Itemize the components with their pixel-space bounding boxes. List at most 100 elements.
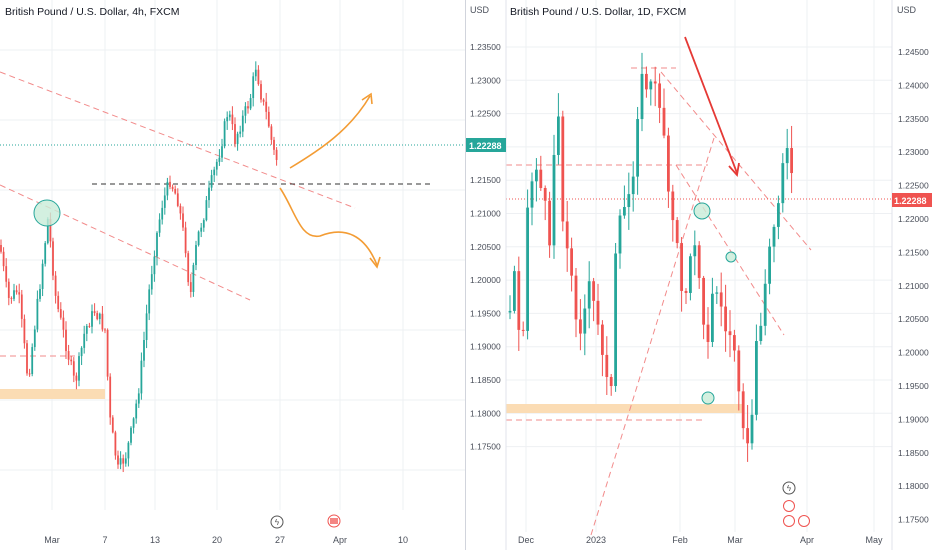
candle-body [171, 186, 174, 189]
us-flag-icon[interactable] [798, 515, 810, 527]
candle-body [130, 427, 132, 443]
candle-body [119, 458, 122, 465]
candle-body [746, 428, 749, 444]
candle-body [653, 81, 657, 84]
candle-body [213, 169, 216, 176]
candle-body [114, 432, 117, 456]
candle-body [28, 373, 31, 375]
candle-body [614, 253, 617, 387]
price-tick-right: 1.18500 [898, 448, 929, 458]
candle-body [5, 266, 8, 282]
price-tick-right: 1.20000 [898, 348, 929, 358]
candle-body [169, 181, 171, 187]
candle-body [715, 292, 719, 294]
candle-body [122, 458, 125, 464]
trend-arrow [684, 36, 740, 178]
price-tick-left: 1.21500 [470, 175, 501, 185]
candle-body [241, 115, 244, 132]
x-tick-label: May [865, 535, 883, 545]
candle-body [552, 154, 556, 246]
lightning-icon[interactable] [782, 481, 796, 495]
candle-body [719, 292, 723, 307]
price-tag-right [892, 193, 932, 207]
candle-body [215, 161, 218, 170]
right-x-axis: Dec 2023 Feb Mar Apr May [518, 535, 883, 545]
support-zone [0, 389, 105, 399]
candle-body [574, 275, 578, 320]
candle-body [689, 256, 692, 293]
candle-body [231, 114, 234, 125]
candle-body [260, 84, 262, 100]
candle-body [109, 376, 112, 418]
candle-body [273, 139, 275, 150]
candle-body [693, 245, 697, 257]
candle-body [226, 117, 229, 122]
candle-body [768, 246, 771, 284]
candle-body [208, 187, 210, 201]
candle-body [31, 347, 34, 374]
candle-body [179, 205, 182, 214]
candle-body [530, 181, 534, 208]
price-tick-left: 1.18000 [470, 408, 501, 418]
candle-body [124, 458, 127, 464]
candle-body [91, 311, 93, 327]
candle-body [702, 277, 705, 325]
candle-body [62, 317, 65, 330]
right-event-icons[interactable]: ϟ [782, 481, 810, 527]
candle-body [83, 333, 86, 348]
us-flag-icon[interactable] [783, 515, 795, 527]
candle-body [85, 325, 88, 334]
candle-body [44, 243, 47, 264]
candle-body [137, 393, 140, 404]
us-flag-icon[interactable] [783, 500, 795, 512]
candle-body [2, 251, 5, 267]
candle-body [143, 339, 145, 361]
price-axis-left[interactable] [466, 0, 506, 550]
price-tick-right: 1.22500 [898, 181, 929, 191]
candle-body [75, 375, 78, 381]
candle-body [623, 207, 626, 216]
price-tick-right: 1.23500 [898, 114, 929, 124]
candle-body [218, 157, 221, 162]
candle-body [724, 306, 727, 332]
highlight-circle-3 [701, 391, 715, 405]
trendline-upper [0, 71, 356, 209]
x-tick-label: 10 [398, 535, 408, 545]
right-candles [508, 52, 793, 462]
candle-body [605, 354, 609, 378]
lightning-icon[interactable] [270, 515, 284, 529]
candle-body [733, 335, 736, 351]
right-chart-panel[interactable]: USD 1.235001.230001.225001.220001.215001… [466, 0, 932, 550]
price-tick-right: 1.24500 [898, 47, 929, 57]
candle-body [210, 175, 213, 188]
candle-body [205, 200, 208, 221]
price-axis-right[interactable] [892, 0, 932, 550]
price-tick-left: 1.19500 [470, 308, 501, 318]
candle-body [98, 313, 101, 320]
left-chart-panel[interactable]: British Pound / U.S. Dollar, 4h, FXCM Ma… [0, 0, 466, 550]
falling-trendline-2 [675, 164, 785, 336]
candle-body [236, 133, 239, 145]
price-tick-left: 1.20500 [470, 242, 501, 252]
x-tick-label: Feb [672, 535, 688, 545]
candle-body [759, 325, 763, 342]
candle-body [104, 329, 106, 331]
candle-body [548, 200, 551, 246]
candle-body [228, 114, 231, 118]
candle-body [587, 281, 591, 309]
candle-body [667, 135, 670, 192]
price-tick-right: 1.21000 [898, 281, 929, 291]
candle-body [535, 169, 538, 182]
candle-body [526, 207, 529, 331]
candle-body [189, 282, 192, 292]
candle-body [18, 292, 21, 295]
price-tag-right-text: 1.22288 [894, 196, 927, 206]
candle-body [101, 313, 104, 330]
candle-body [596, 300, 600, 325]
scenario-down-arrow [279, 187, 381, 269]
candle-body [785, 148, 789, 164]
candle-body [265, 101, 268, 112]
left-event-icons[interactable]: ϟ [270, 514, 341, 529]
candle-body [20, 294, 23, 319]
candle-body [26, 343, 28, 374]
